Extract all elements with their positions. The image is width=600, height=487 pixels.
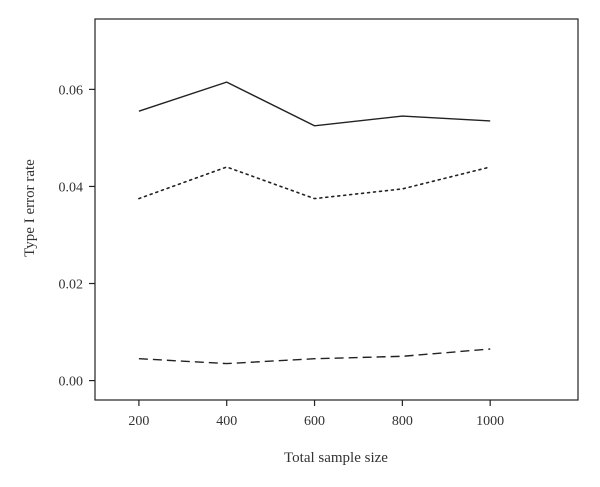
y-axis-label: Type I error rate [22,159,38,257]
y-tick-label: 0.00 [59,375,84,390]
x-tick-label: 400 [216,414,237,429]
series-line-dashed [138,348,491,365]
plot-frame [94,18,579,401]
series-layer [138,81,492,365]
x-tick-label: 200 [128,414,149,429]
series-line-solid [138,81,491,127]
y-tick-label: 0.04 [59,180,84,195]
x-axis: 200 400 600 800 1000 [128,400,504,429]
y-axis: 0.00 0.02 0.04 0.06 [59,83,95,390]
x-tick-label: 1000 [476,414,504,429]
x-axis-label: Total sample size [284,450,388,466]
series-line-dotted [138,166,492,200]
x-tick-label: 800 [392,414,413,429]
y-tick-label: 0.06 [59,83,84,98]
x-tick-label: 600 [304,414,325,429]
y-tick-label: 0.02 [59,278,84,293]
